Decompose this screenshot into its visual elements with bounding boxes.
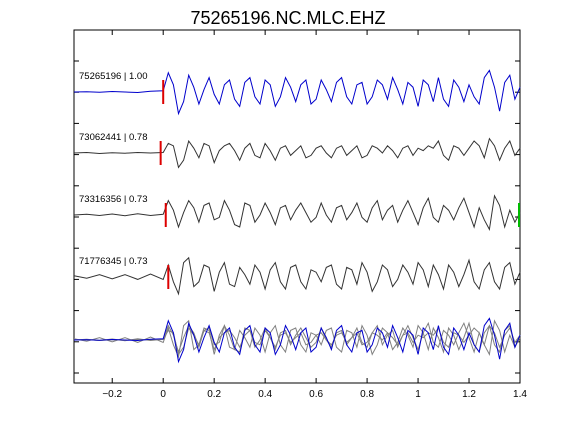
trace-line [73,194,521,231]
x-tick-label: 1.4 [513,389,527,400]
x-tick-label: 1.2 [462,389,476,400]
x-tick-label: 1 [415,389,421,400]
x-tick-label: 0.8 [360,389,374,400]
trace-label: 73062441 | 0.78 [79,132,148,143]
x-tick-label: −0.2 [102,389,122,400]
overlay-trace-line [73,319,521,359]
x-tick-label: 0 [160,389,166,400]
trace-label: 73316356 | 0.73 [79,194,148,205]
trace-label: 71776345 | 0.73 [79,256,148,267]
x-tick-label: 0.2 [207,389,221,400]
overlay-trace-line [73,317,521,364]
x-tick-label: 0.6 [309,389,323,400]
trace-label: 75265196 | 1.00 [79,71,148,82]
trace-line [73,69,521,116]
overlay-trace-line [73,319,521,356]
x-tick-label: 0.4 [258,389,272,400]
plot-area: −0.2 0 0.2 0.4 0.6 0.8 1 1.2 1.4 75265196 | 1.00 7… [73,29,527,400]
chart-title: 75265196.NC.MLC.EHZ [190,8,385,28]
trace-line [73,256,521,296]
trace-line [73,137,521,169]
